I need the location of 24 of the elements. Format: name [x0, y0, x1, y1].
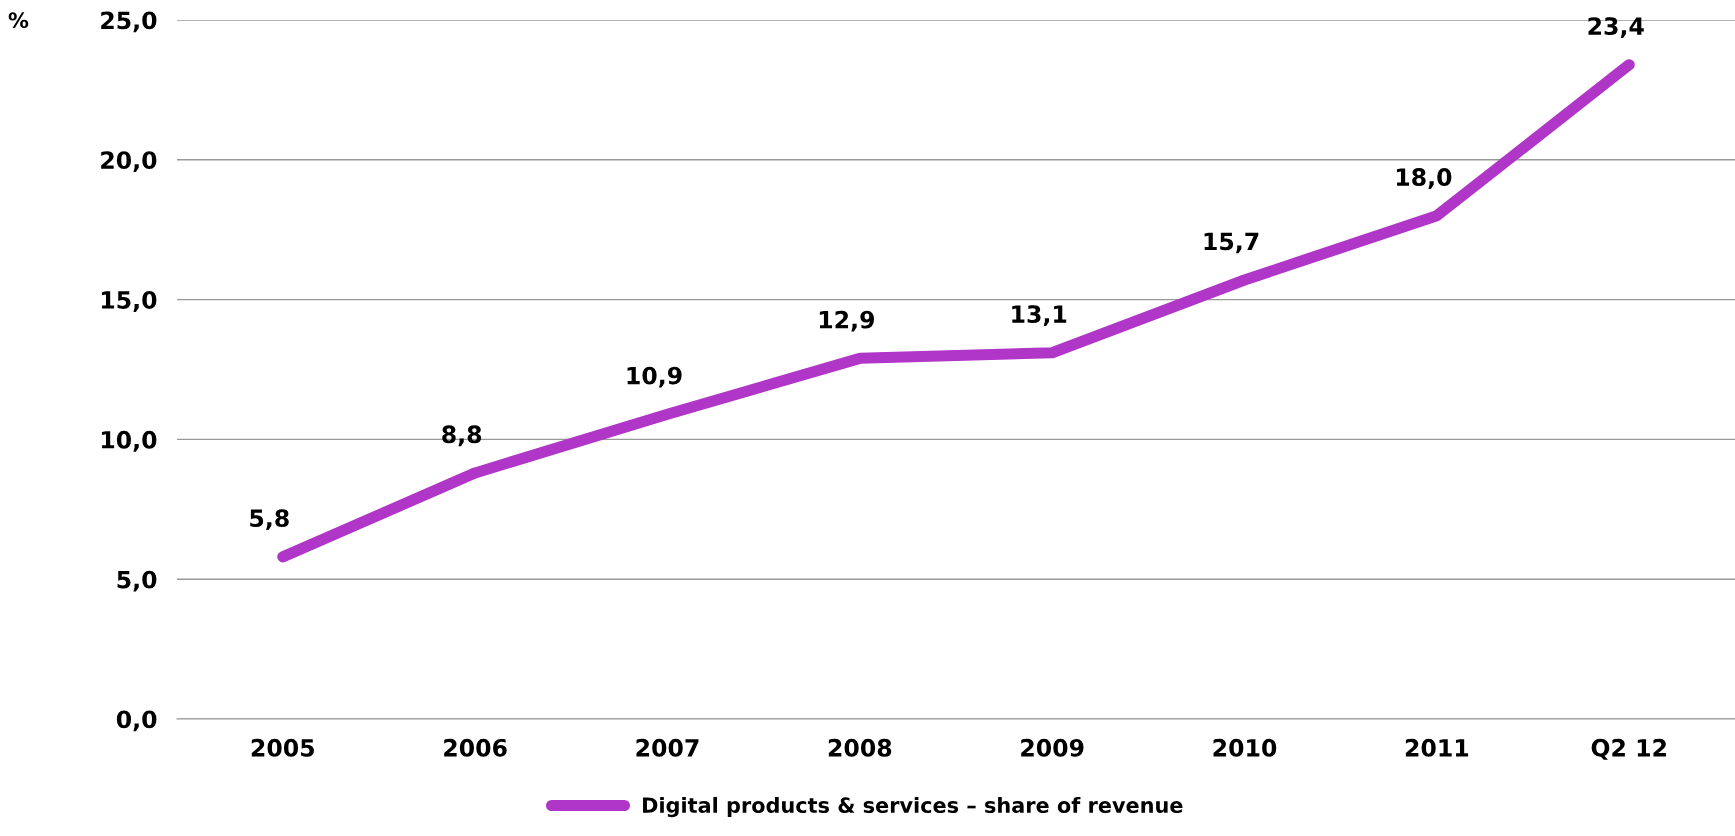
- y-tick-label: 25,0: [101, 11, 157, 33]
- data-label: 12,9: [819, 310, 874, 332]
- data-label: 15,7: [1204, 232, 1259, 254]
- y-tick-label: 10,0: [101, 430, 157, 452]
- data-label: 23,4: [1588, 17, 1644, 39]
- x-tick-label: 2011: [1405, 738, 1469, 757]
- legend-label: Digital products & services – share of revenue: [643, 796, 1183, 818]
- x-tick-label: 2009: [1021, 738, 1084, 757]
- data-label: 8,8: [442, 425, 482, 447]
- y-tick-label: 5,0: [117, 570, 157, 592]
- data-label: 18,0: [1396, 168, 1452, 189]
- x-tick-label: Q2 12: [1591, 738, 1666, 760]
- x-tick-label: 2008: [828, 738, 892, 757]
- x-tick-label: 2005: [251, 738, 314, 757]
- x-tick-label: 2007: [636, 738, 699, 757]
- data-label: 5,8: [250, 509, 289, 531]
- y-tick-label: 20,0: [101, 151, 157, 173]
- x-tick-label: 2010: [1213, 738, 1277, 757]
- y-tick-label: 15,0: [101, 291, 157, 312]
- y-axis-title: %: [8, 12, 29, 29]
- x-tick-label: 2006: [444, 738, 507, 757]
- y-tick-label: 0,0: [116, 710, 157, 732]
- data-label: 13,1: [1012, 305, 1067, 326]
- data-label: 10,9: [627, 366, 682, 388]
